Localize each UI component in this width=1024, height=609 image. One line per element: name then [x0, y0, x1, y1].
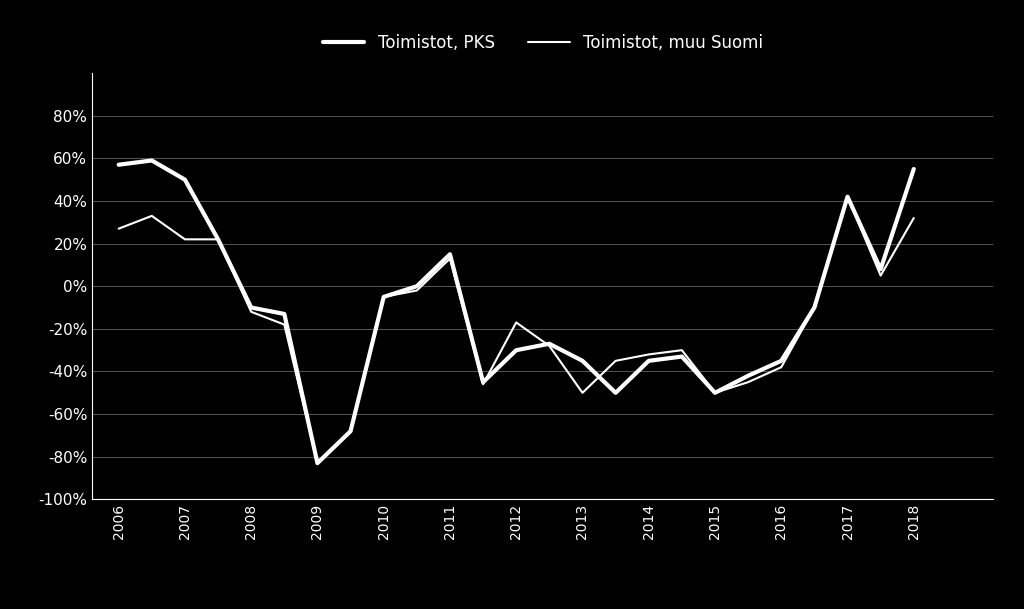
Toimistot, PKS: [145, 157, 158, 164]
Toimistot, muu Suomi: [378, 294, 390, 301]
Toimistot, muu Suomi: [279, 321, 291, 328]
Toimistot, PKS: [742, 372, 755, 379]
Toimistot, PKS: [543, 340, 555, 347]
Toimistot, muu Suomi: [543, 342, 555, 350]
Toimistot, muu Suomi: [643, 351, 655, 358]
Toimistot, muu Suomi: [676, 347, 688, 354]
Toimistot, muu Suomi: [775, 364, 787, 371]
Toimistot, PKS: [874, 266, 887, 273]
Toimistot, PKS: [212, 236, 224, 243]
Toimistot, PKS: [775, 357, 787, 364]
Toimistot, muu Suomi: [411, 287, 423, 294]
Toimistot, muu Suomi: [311, 460, 324, 467]
Toimistot, PKS: [808, 304, 820, 311]
Toimistot, PKS: [344, 428, 356, 435]
Toimistot, PKS: [577, 357, 589, 364]
Toimistot, muu Suomi: [577, 389, 589, 396]
Toimistot, PKS: [179, 176, 191, 183]
Toimistot, muu Suomi: [842, 193, 854, 200]
Toimistot, muu Suomi: [709, 389, 721, 396]
Toimistot, muu Suomi: [212, 236, 224, 243]
Toimistot, PKS: [443, 251, 456, 258]
Toimistot, muu Suomi: [443, 255, 456, 262]
Toimistot, PKS: [411, 283, 423, 290]
Toimistot, PKS: [378, 294, 390, 301]
Toimistot, PKS: [676, 353, 688, 361]
Toimistot, muu Suomi: [344, 428, 356, 435]
Toimistot, PKS: [643, 357, 655, 364]
Toimistot, muu Suomi: [907, 214, 920, 222]
Line: Toimistot, muu Suomi: Toimistot, muu Suomi: [119, 197, 913, 463]
Toimistot, PKS: [510, 347, 522, 354]
Toimistot, PKS: [907, 166, 920, 173]
Toimistot, muu Suomi: [510, 319, 522, 326]
Toimistot, PKS: [842, 193, 854, 200]
Toimistot, muu Suomi: [874, 272, 887, 279]
Toimistot, PKS: [279, 311, 291, 318]
Toimistot, muu Suomi: [113, 225, 125, 233]
Toimistot, PKS: [245, 304, 257, 311]
Legend: Toimistot, PKS, Toimistot, muu Suomi: Toimistot, PKS, Toimistot, muu Suomi: [319, 30, 766, 55]
Toimistot, muu Suomi: [145, 213, 158, 220]
Toimistot, muu Suomi: [609, 357, 622, 364]
Toimistot, muu Suomi: [245, 308, 257, 315]
Toimistot, PKS: [113, 161, 125, 169]
Toimistot, muu Suomi: [477, 381, 489, 388]
Toimistot, PKS: [311, 460, 324, 467]
Toimistot, muu Suomi: [742, 379, 755, 386]
Toimistot, PKS: [709, 389, 721, 396]
Toimistot, PKS: [477, 379, 489, 386]
Toimistot, muu Suomi: [179, 236, 191, 243]
Toimistot, PKS: [609, 389, 622, 396]
Line: Toimistot, PKS: Toimistot, PKS: [119, 160, 913, 463]
Toimistot, muu Suomi: [808, 304, 820, 311]
